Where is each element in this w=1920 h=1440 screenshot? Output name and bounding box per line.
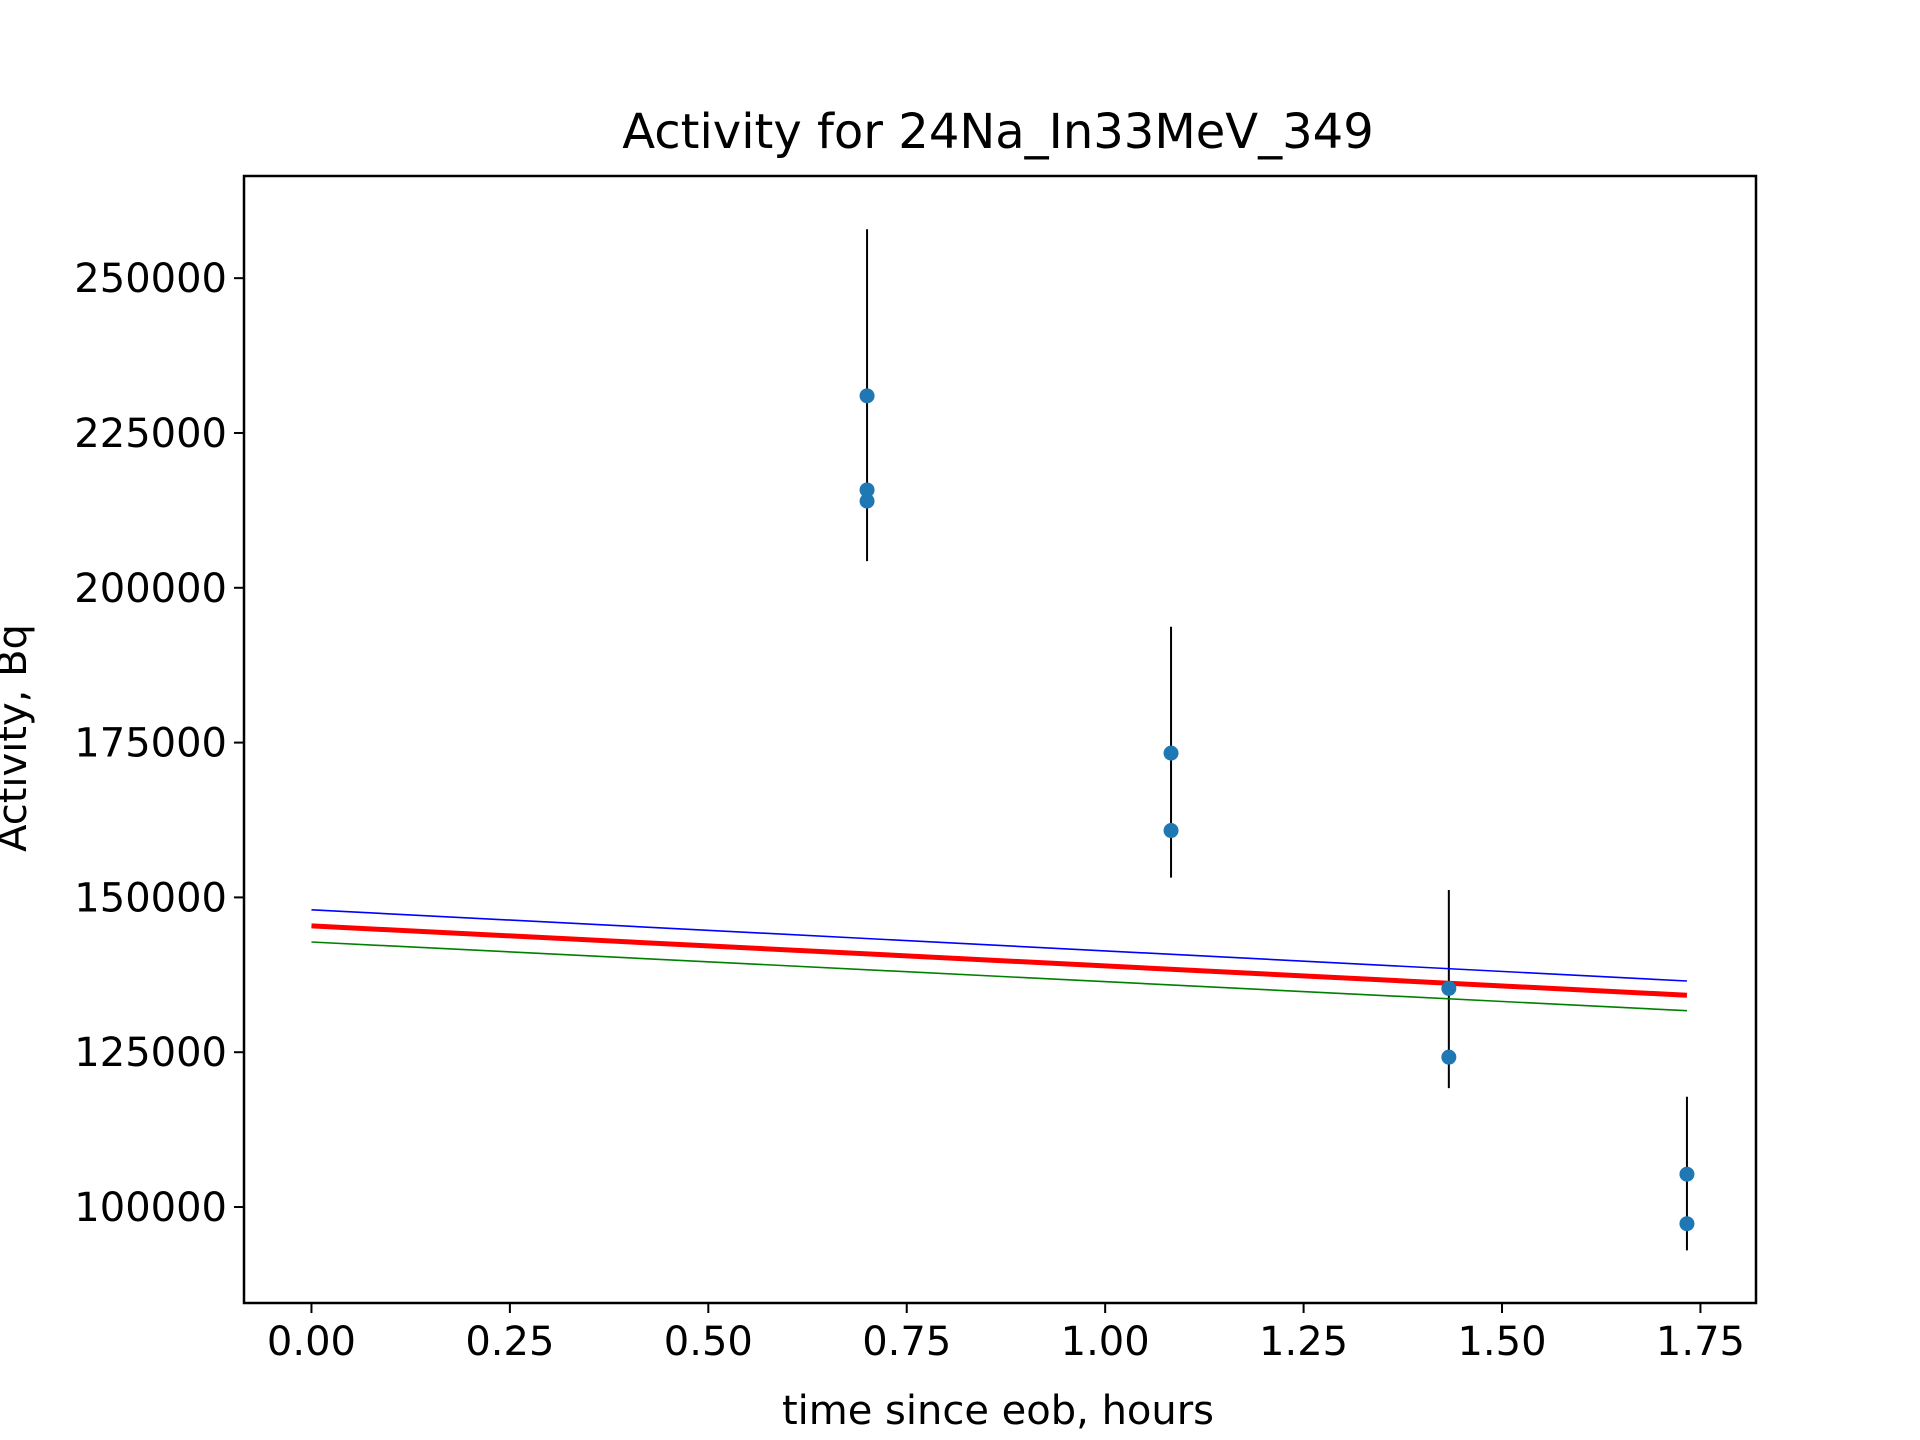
y-tick-label: 125000 bbox=[74, 1030, 227, 1076]
x-tick-label: 0.25 bbox=[465, 1319, 554, 1365]
x-tick-label: 1.75 bbox=[1656, 1319, 1745, 1365]
plot-area bbox=[311, 229, 1695, 1251]
fit-line-red bbox=[311, 923, 1688, 998]
y-tick-label: 250000 bbox=[74, 256, 227, 302]
y-tick-label: 200000 bbox=[74, 566, 227, 612]
x-axis: 0.00 0.25 0.50 0.75 1.00 1.25 1.50 1.75 bbox=[267, 1303, 1745, 1365]
fit-line-green bbox=[311, 941, 1687, 1012]
data-point bbox=[859, 388, 875, 404]
data-point bbox=[859, 493, 875, 509]
x-tick-label: 0.75 bbox=[862, 1319, 951, 1365]
y-tick-label: 100000 bbox=[74, 1185, 227, 1231]
x-tick-label: 0.00 bbox=[267, 1319, 356, 1365]
data-point bbox=[1441, 1049, 1457, 1065]
x-tick-label: 1.25 bbox=[1259, 1319, 1348, 1365]
y-tick-label: 150000 bbox=[74, 875, 227, 921]
x-axis-label: time since eob, hours bbox=[782, 1388, 1214, 1434]
y-axis: 100000 125000 150000 175000 200000 225000 2500… bbox=[74, 256, 244, 1231]
data-point bbox=[1163, 745, 1179, 761]
data-point bbox=[1163, 823, 1179, 839]
plot-frame bbox=[242, 174, 1758, 1305]
x-tick-label: 0.50 bbox=[664, 1319, 753, 1365]
data-point bbox=[1679, 1216, 1695, 1232]
data-point bbox=[1441, 980, 1457, 996]
x-tick-label: 1.50 bbox=[1457, 1319, 1546, 1365]
data-point bbox=[1679, 1166, 1695, 1182]
y-axis-label: Activity, Bq bbox=[0, 624, 36, 852]
y-tick-label: 175000 bbox=[74, 721, 227, 767]
x-tick-label: 1.00 bbox=[1061, 1319, 1150, 1365]
data-point bbox=[859, 482, 875, 498]
chart-title: Activity for 24Na_In33MeV_349 bbox=[622, 104, 1373, 160]
fit-line-blue bbox=[311, 908, 1687, 982]
y-tick-label: 225000 bbox=[74, 411, 227, 457]
